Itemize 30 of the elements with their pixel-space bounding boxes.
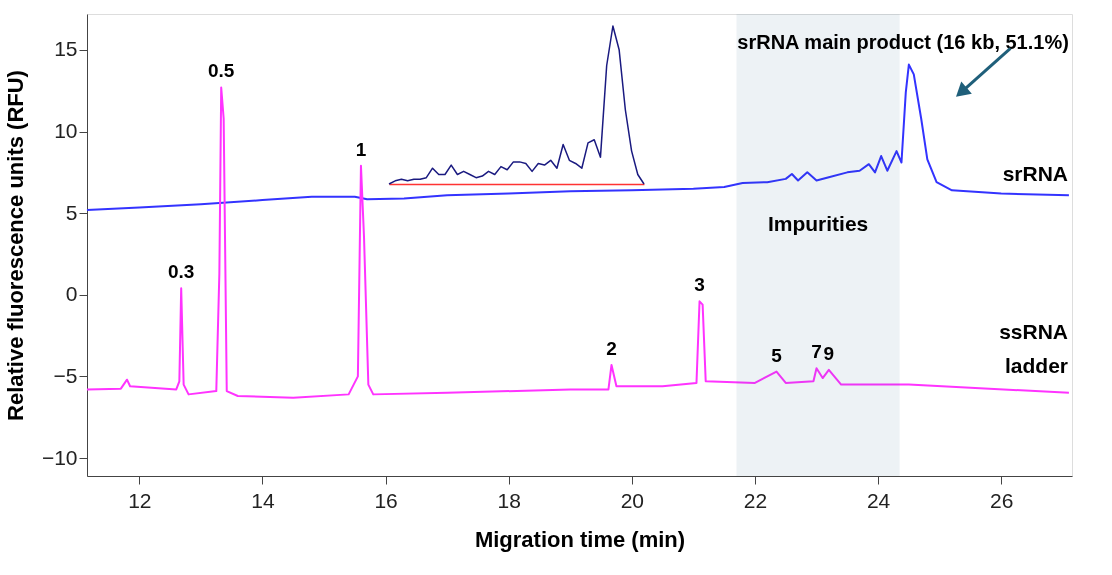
x-tick-label: 14 bbox=[251, 488, 275, 512]
x-tick-label: 18 bbox=[497, 488, 521, 512]
band-label: Impurities bbox=[767, 212, 869, 235]
annotation: 0.5 bbox=[208, 60, 235, 82]
annotation: 1 bbox=[355, 138, 367, 160]
x-axis-title: Migration time (min) bbox=[474, 526, 686, 552]
line-series bbox=[86, 63, 1070, 211]
y-tick-label: 10 bbox=[54, 119, 78, 143]
annotation: 3 bbox=[694, 274, 705, 296]
series-label: ssRNA ladder bbox=[999, 319, 1068, 377]
annotation: 5 bbox=[771, 344, 783, 366]
y-tick-label: 15 bbox=[54, 37, 78, 61]
line-series bbox=[86, 86, 1070, 399]
x-tick-label: 20 bbox=[620, 488, 645, 512]
y-tick-label: 5 bbox=[65, 200, 78, 224]
annotation: 7 bbox=[811, 341, 822, 363]
y-tick-label: −5 bbox=[53, 363, 78, 387]
y-tick-label: −10 bbox=[41, 445, 78, 469]
y-tick-label: 0 bbox=[65, 282, 78, 306]
annotation: 0.3 bbox=[167, 261, 195, 283]
y-axis-title: Relative fluorescence units (RFU) bbox=[2, 70, 28, 421]
annotation: 2 bbox=[606, 337, 617, 359]
x-tick-label: 16 bbox=[374, 488, 398, 512]
series-label: srRNA bbox=[1002, 162, 1068, 186]
annotation: srRNA main product (16 kb, 51.1%) bbox=[737, 30, 1069, 53]
x-tick-label: 22 bbox=[743, 488, 768, 512]
annotation: 9 bbox=[823, 342, 835, 364]
x-tick-label: 24 bbox=[866, 488, 891, 512]
x-tick-label: 12 bbox=[128, 488, 152, 512]
x-tick-label: 26 bbox=[990, 488, 1014, 512]
